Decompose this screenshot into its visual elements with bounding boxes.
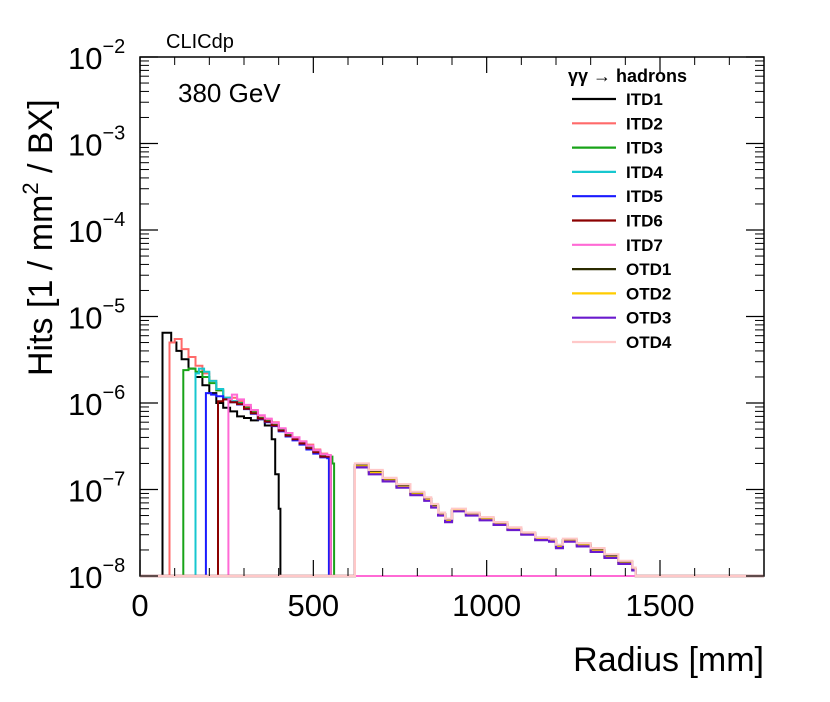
legend-label-itd4: ITD4: [626, 163, 663, 182]
legend-label-itd6: ITD6: [626, 212, 663, 231]
y-tick-exponent: −4: [102, 209, 125, 231]
y-tick-label: 10−5: [68, 296, 125, 336]
y-axis-title-main: Hits [1 / mm: [22, 195, 60, 376]
series-layer: [140, 331, 764, 578]
x-axis-title: Radius [mm]: [573, 641, 764, 679]
experiment-label: CLICdp: [166, 31, 234, 53]
y-tick-label: 10−4: [68, 209, 125, 249]
y-tick-exponent: −8: [102, 555, 125, 577]
y-axis-title-sup: 2: [18, 182, 43, 194]
y-tick-base: 10: [68, 128, 102, 163]
legend-label-itd5: ITD5: [626, 187, 663, 206]
series-line-itd2: [140, 338, 764, 577]
x-tick-label: 1500: [626, 588, 695, 623]
series-line-itd7: [140, 393, 764, 577]
y-tick-exponent: −6: [102, 382, 125, 404]
legend: γγ → hadrons ITD1ITD2ITD3ITD4ITD5ITD6ITD…: [568, 66, 687, 352]
y-tick-base: 10: [68, 474, 102, 509]
x-tick-label: 1000: [452, 588, 521, 623]
y-tick-base: 10: [68, 387, 102, 422]
series-line-otd3: [140, 466, 764, 578]
legend-label-itd7: ITD7: [626, 236, 663, 255]
y-tick-base: 10: [68, 301, 102, 336]
legend-label-itd1: ITD1: [626, 90, 663, 109]
y-tick-label: 10−2: [68, 36, 125, 76]
y-tick-base: 10: [68, 560, 102, 595]
legend-label-itd3: ITD3: [626, 139, 663, 158]
legend-label-otd1: OTD1: [626, 260, 671, 279]
series-line-itd5: [140, 392, 764, 577]
y-axis-title: Hits [1 / mm2 / BX]: [18, 99, 60, 376]
x-tick-label: 0: [131, 588, 148, 623]
y-tick-label: 10−8: [68, 555, 125, 595]
series-line-otd4: [140, 462, 764, 578]
y-tick-label: 10−3: [68, 123, 125, 163]
legend-title: γγ → hadrons: [568, 66, 687, 86]
y-tick-exponent: −5: [102, 296, 125, 318]
energy-label: 380 GeV: [178, 78, 281, 108]
y-tick-base: 10: [68, 214, 102, 249]
legend-label-otd3: OTD3: [626, 309, 671, 328]
y-tick-base: 10: [68, 41, 102, 76]
series-line-itd1: [140, 331, 764, 577]
legend-label-otd2: OTD2: [626, 284, 671, 303]
x-tick-label: 500: [287, 588, 339, 623]
legend-label-otd4: OTD4: [626, 333, 672, 352]
y-tick-exponent: −3: [102, 123, 125, 145]
series-line-itd6: [140, 398, 764, 577]
y-tick-exponent: −2: [102, 36, 125, 58]
y-axis-title-rest: / BX]: [22, 99, 60, 182]
legend-label-itd2: ITD2: [626, 114, 663, 133]
y-tick-label: 10−6: [68, 382, 125, 422]
series-line-itd3: [140, 367, 764, 577]
y-tick-exponent: −7: [102, 469, 125, 491]
legend-entries: ITD1 ITD2 ITD3 ITD4 ITD5 ITD6 ITD7 OTD1 OTD2 OTD3…: [572, 90, 672, 352]
series-line-itd4: [140, 367, 764, 577]
y-tick-label: 10−7: [68, 469, 125, 509]
